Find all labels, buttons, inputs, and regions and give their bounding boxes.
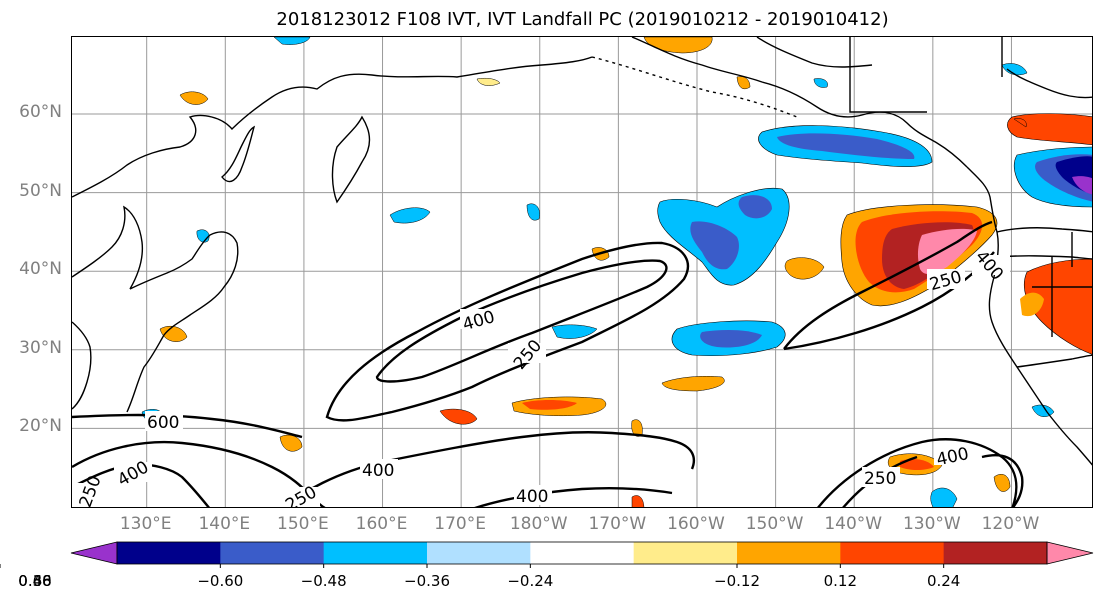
longitude-label: 130°E — [119, 514, 172, 534]
longitude-label: 160°W — [667, 514, 725, 534]
longitude-label: 170°E — [434, 514, 486, 534]
colorbar-tick-label: −0.12 — [714, 572, 760, 590]
colorbar-extend-low — [70, 541, 118, 565]
longitude-label: 150°E — [277, 514, 329, 534]
colorbar-tick-label: 0.36 — [18, 572, 52, 590]
latitude-label: 20°N — [19, 416, 62, 437]
colorbar — [0, 541, 1094, 568]
latitude-label: 60°N — [19, 102, 62, 122]
colorbar-segment — [633, 542, 738, 564]
contour-250-right — [981, 454, 1024, 507]
map-canvas: 400 250 250 600 400 400 400 250 400 250 … — [72, 37, 1092, 507]
colorbar-segment — [117, 542, 221, 564]
colorbar-segment — [737, 542, 841, 564]
colorbar-segment — [220, 542, 325, 564]
contour-250-south — [72, 413, 303, 439]
colorbar-tick-label: 0.24 — [926, 572, 961, 590]
contour-label: 400 — [971, 247, 1007, 285]
graticule — [72, 37, 1092, 507]
ivt-pc-shading — [141, 37, 1092, 507]
longitude-label: 140°E — [198, 514, 251, 534]
contour-label: 250 — [864, 469, 896, 489]
contour-400-sw — [72, 463, 210, 507]
colorbar-segment — [323, 542, 428, 564]
longitude-label: 140°W — [824, 514, 883, 534]
contour-label: 400 — [362, 461, 394, 481]
positive-anomaly-pink — [917, 228, 977, 275]
colorbar-segment — [530, 542, 635, 564]
contour-250-outer — [325, 241, 690, 422]
contour-label: 400 — [516, 487, 548, 507]
longitude-label: 160°E — [355, 514, 408, 534]
colorbar-tick-label: 0.60 — [18, 572, 52, 590]
colorbar-tick-label: −0.48 — [300, 572, 347, 590]
ivt-contours — [72, 220, 1024, 507]
longitude-label: 150°W — [745, 514, 804, 534]
colorbar-segment — [427, 542, 531, 564]
colorbar-tick-label: −0.60 — [197, 572, 244, 590]
latitude-label: 50°N — [19, 180, 62, 201]
longitude-label: 130°W — [902, 514, 961, 534]
contour-label-group: 400 250 250 600 400 400 400 250 400 250 … — [72, 247, 1010, 507]
coastlines — [72, 37, 1092, 466]
map-panel[interactable]: 400 250 250 600 400 400 400 250 400 250 … — [71, 36, 1093, 508]
latitude-label: 40°N — [19, 259, 62, 280]
colorbar-tick-label: −0.24 — [507, 572, 554, 590]
longitude-label: 180°W — [509, 514, 568, 534]
map-title: 2018123012 F108 IVT, IVT Landfall PC (20… — [276, 9, 889, 30]
positive-anomaly-canada — [1007, 113, 1092, 146]
contour-label: 600 — [147, 413, 179, 433]
colorbar-tick-label: 0.48 — [18, 572, 52, 590]
colorbar-segment — [840, 542, 945, 564]
contour-400-mid — [282, 431, 696, 507]
longitude-label: 170°W — [588, 514, 647, 534]
colorbar-segment — [943, 542, 1048, 564]
latitude-label: 30°N — [19, 337, 62, 358]
contour-400-hawaii — [817, 438, 1018, 507]
colorbar-tick-label: −0.36 — [404, 572, 450, 590]
contour-400-lower — [474, 487, 673, 507]
colorbar-tick-label: 0.12 — [823, 572, 858, 590]
longitude-label: 120°W — [981, 514, 1040, 534]
colorbar-extend-high — [1046, 541, 1094, 565]
contour-250-east — [783, 220, 993, 350]
positive-anomaly-bits — [643, 37, 713, 54]
